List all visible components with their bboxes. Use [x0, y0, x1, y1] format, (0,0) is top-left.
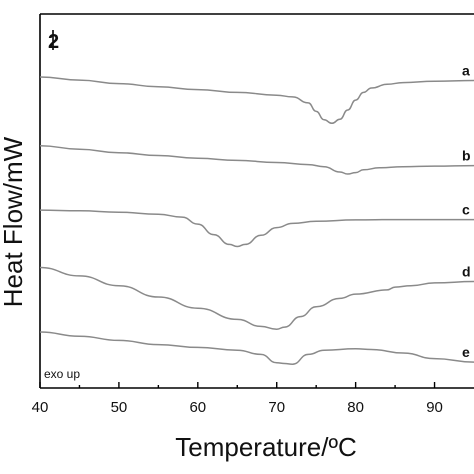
- x-tick-label: 70: [268, 399, 285, 416]
- x-axis-title: Temperature/ºC: [175, 432, 356, 462]
- y-axis-title: Heat Flow/mW: [0, 136, 28, 307]
- curve-b: [39, 144, 474, 175]
- x-tick-label: 80: [347, 399, 364, 416]
- curve-a: [39, 76, 474, 125]
- x-tick-label: 60: [189, 399, 206, 416]
- plot-frame: [39, 13, 474, 389]
- x-axis-ticks: 40 50 60 70 80 90: [32, 382, 443, 416]
- x-tick-label: 40: [32, 399, 49, 416]
- exo-up-annotation: exo up: [44, 367, 80, 381]
- x-tick-label: 90: [426, 399, 443, 416]
- curve-label-d: d: [462, 264, 471, 280]
- panel-label: 2: [48, 31, 59, 53]
- x-tick-label: 50: [111, 399, 128, 416]
- curve-label-e: e: [462, 344, 470, 360]
- curve-label-a: a: [462, 63, 470, 79]
- curves: a b c d e: [39, 63, 474, 365]
- curve-label-c: c: [462, 202, 470, 218]
- curve-c: [39, 209, 474, 248]
- curve-e: [39, 331, 474, 365]
- curve-label-b: b: [462, 148, 471, 164]
- curve-d: [39, 266, 474, 330]
